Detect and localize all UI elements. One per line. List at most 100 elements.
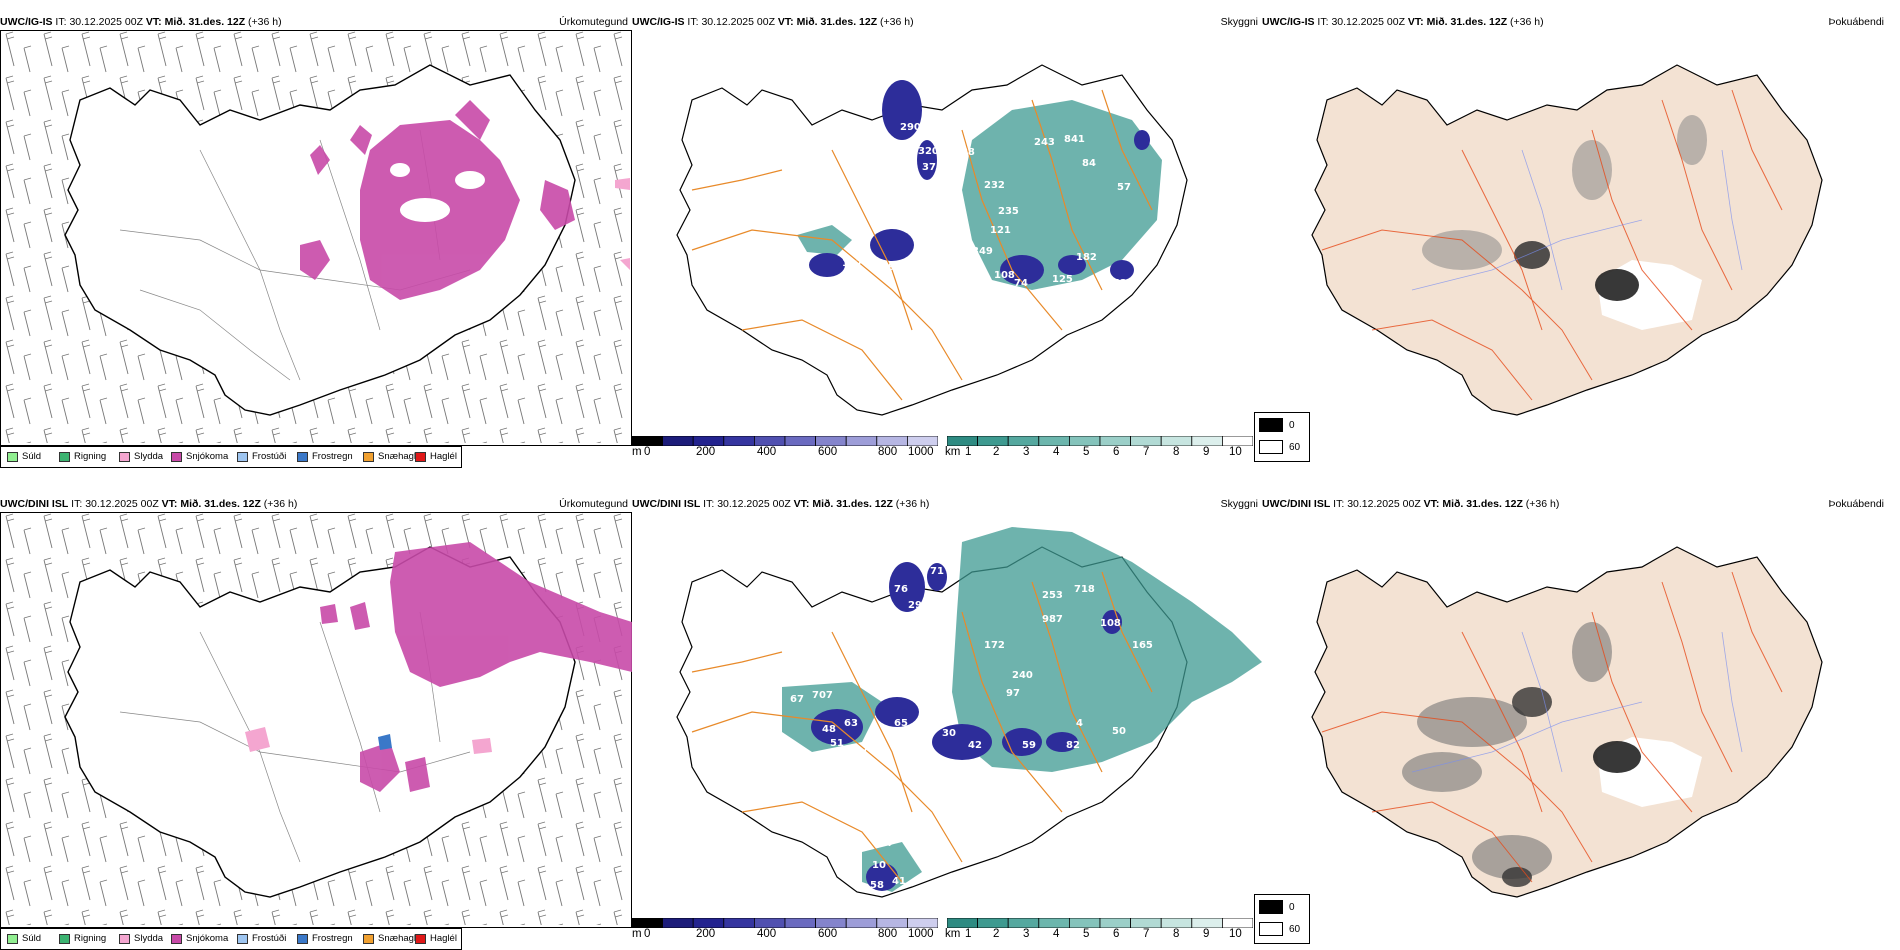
m-scale-labels: m 0 200 400 600 800 1000 [632,446,934,458]
vis-value: 201 [892,140,913,151]
vis-value: 84 [1082,158,1096,169]
legend-item: Frostregn [297,451,353,462]
scale-cell [1191,918,1223,928]
panel-title: Þokuábendi [1828,16,1884,28]
valid-time: Mið. 31.des. 12Z [180,498,261,510]
fog-panel-1: UWC/IG-IS IT: 30.12.2025 00Z VT: Mið. 31… [1254,14,1900,462]
vis-value: 121 [990,225,1011,236]
vis-value: 13 [794,784,808,795]
vis-value: 65 [894,718,908,729]
panel-title: Skyggni [1220,498,1258,510]
precip-map [1,513,632,925]
legend-item: Rigning [59,451,106,462]
scale-cell [977,918,1009,928]
vis-value: 718 [1074,584,1095,595]
vis-value: 242 [1106,278,1127,289]
model-label: UWC/IG-IS [0,16,53,28]
swatch-snow [171,933,182,944]
swatch-freezing-drizzle [237,451,248,462]
vis-scale-m [632,918,938,928]
swatch-drizzle [7,451,18,462]
vis-value: 111 [828,278,849,289]
vis-scale-km [947,436,1253,446]
legend-item: Snæhagl [363,451,416,462]
visibility-panel-1: UWC/IG-IS IT: 30.12.2025 00Z VT: Mið. 31… [632,14,1262,462]
swatch-rain [59,933,70,944]
scale-cell [906,918,938,928]
scale-cell [876,436,908,446]
vis-value: 58 [870,880,884,891]
precip-legend: Súld Rigning Slydda Snjókoma Frostúði Fr… [0,446,462,468]
scale-cell [1130,918,1162,928]
scale-cell [1160,436,1193,446]
vis-value: 290 [900,122,921,133]
panel-header: UWC/DINI ISL IT: 30.12.2025 00Z VT: Mið.… [1262,498,1884,510]
vis-value: 29 [908,600,922,611]
vis-value: 235 [998,206,1019,217]
scale-cell [692,918,725,928]
swatch-hail [415,451,426,462]
visibility-panel-2: UWC/DINI ISL IT: 30.12.2025 00Z VT: Mið.… [632,496,1262,944]
scale-cell [977,436,1009,446]
vis-value: 41 [892,876,906,887]
vis-scale-m [632,436,938,446]
vis-value: 51 [814,754,828,765]
scale-cell [632,436,664,446]
vis-value: 71 [930,566,944,577]
panel-header: UWC/IG-IS IT: 30.12.2025 00Z VT: Mið. 31… [632,16,1258,28]
fog-swatch-black [1259,418,1283,432]
scale-cell [1191,436,1223,446]
panel-header: UWC/IG-IS IT: 30.12.2025 00Z VT: Mið. 31… [0,16,628,28]
vis-value: 35 [896,834,910,845]
vis-value: 25 [924,640,938,651]
scale-cell [662,436,694,446]
vis-value: 79 [862,744,876,755]
km-scale-labels: km 1 2 3 4 5 6 7 8 9 10 [945,928,1242,940]
vis-value: 9 [910,150,917,161]
vis-value: 15 [882,616,896,627]
legend-item: Súld [7,451,41,462]
vis-value: 81 [872,682,886,693]
vis-value: 42 [968,740,982,751]
valid-time: Mið. 31.des. 12Z [164,16,246,28]
scale-cell [723,436,755,446]
fog-swatch-white [1259,440,1283,454]
map-frame [0,30,632,446]
visibility-values: 71 76 29 15 25 253 718 987 108 165 172 2… [790,566,1153,891]
map-frame [0,512,632,928]
vis-value: 76 [894,584,908,595]
legend-item: Haglél [415,451,457,462]
vis-value: 74 [1014,278,1028,289]
scale-cell [1099,436,1132,446]
scale-cell [1160,918,1193,928]
swatch-freezing-rain [297,451,308,462]
vis-value: 57 [1117,182,1131,193]
m-scale-labels: m 0 200 400 600 800 1000 [632,928,934,940]
scale-cell [845,918,878,928]
swatch-snow-pellets [363,933,374,944]
lead-time: (+36 h) [263,498,298,510]
fog-legend: 0 60 [1254,412,1310,462]
vis-value: 4 [1076,718,1083,729]
vis-value: 165 [1132,640,1153,651]
vis-value: 63 [844,718,858,729]
legend-item: Snjókoma [171,451,228,462]
vis-value: 172 [984,640,1005,651]
vis-value: 106 [864,284,885,295]
scale-cell [632,918,664,928]
vis-value: 67 [790,694,804,705]
vis-value: 97 [888,262,902,273]
scale-cell [947,436,979,446]
visibility-map: 71 76 29 15 25 253 718 987 108 165 172 2… [676,527,1262,898]
scale-cell [1038,918,1070,928]
scale-cell [723,918,755,928]
vis-value: 50 [1112,726,1126,737]
scale-cell [1099,918,1132,928]
init-time: 30.12.2025 00Z [69,16,143,28]
vis-value: 105 [932,182,953,193]
scale-cell [1221,436,1253,446]
scale-cell [906,436,938,446]
scale-cell [1221,918,1253,928]
vis-value: 841 [1064,134,1085,145]
vis-value: 125 [1052,274,1073,285]
